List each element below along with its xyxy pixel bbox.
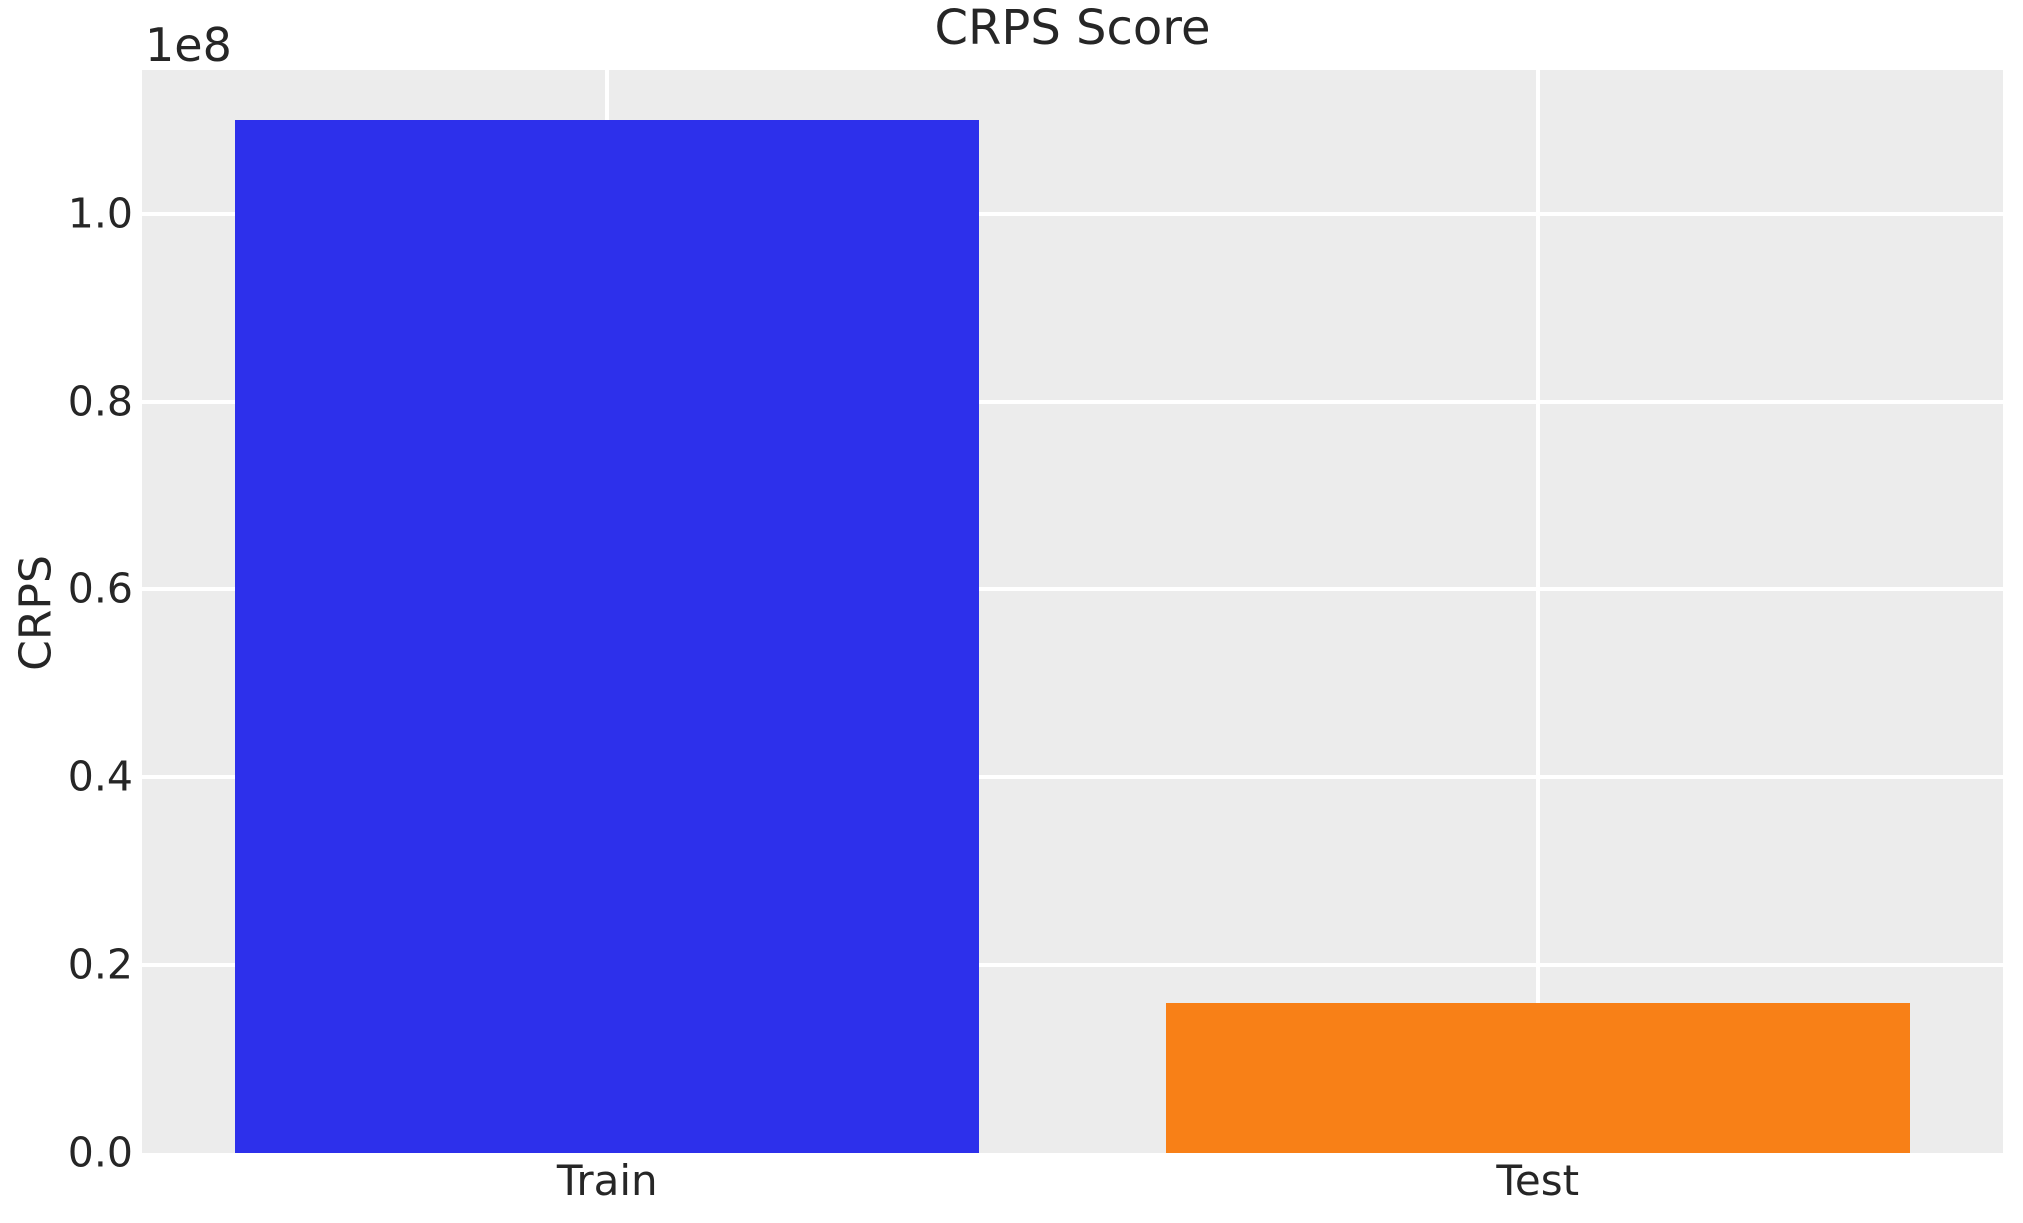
chart-title: CRPS Score xyxy=(934,0,1211,56)
h-gridline xyxy=(142,963,2003,968)
h-gridline xyxy=(142,211,2003,216)
bar-train xyxy=(235,119,980,1153)
y-tick-label-0.0: 0.0 xyxy=(67,1128,133,1177)
h-gridline xyxy=(142,775,2003,780)
h-gridline xyxy=(142,399,2003,404)
y-tick-label-0.6: 0.6 xyxy=(67,564,133,613)
h-gridline xyxy=(142,587,2003,592)
y-tick-label-0.8: 0.8 xyxy=(67,377,133,426)
y-axis-ticks: 0.0 0.2 0.4 0.6 0.8 1.0 xyxy=(0,70,133,1173)
y-axis-offset-label: 1e8 xyxy=(145,18,232,72)
y-tick-label-1.0: 1.0 xyxy=(67,189,133,238)
x-axis-ticks: Train Test xyxy=(142,1160,2003,1220)
y-tick-label-0.4: 0.4 xyxy=(67,752,133,801)
plot-area xyxy=(142,70,2003,1153)
bar-test xyxy=(1165,1002,1910,1153)
x-tick-label-test: Test xyxy=(1496,1156,1580,1205)
y-tick-label-0.2: 0.2 xyxy=(67,940,133,989)
x-tick-label-train: Train xyxy=(556,1156,658,1205)
v-gridline-test xyxy=(1535,70,1540,1153)
